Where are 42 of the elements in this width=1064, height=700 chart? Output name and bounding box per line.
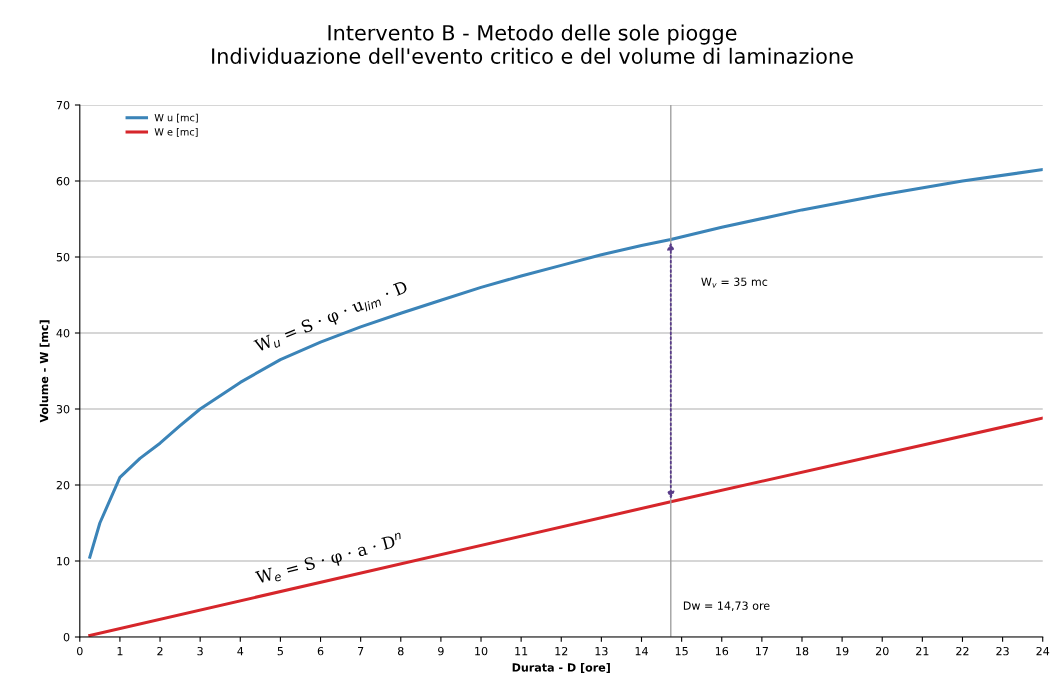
y-tick-label: 60 <box>56 176 70 186</box>
y-tick-label: 30 <box>56 404 70 414</box>
annotation: W$_{v}$ = 35 mc <box>701 277 768 288</box>
legend-label: W u [mc] <box>154 113 198 123</box>
x-tick-label: 10 <box>475 646 488 656</box>
x-tick-label: 21 <box>916 646 929 656</box>
x-tick-label: 8 <box>397 646 404 656</box>
x-tick-label: 12 <box>555 646 568 656</box>
annotation: W$_{e}$ = S · φ · a · D$^{n}$ <box>254 532 405 588</box>
x-tick-label: 4 <box>237 647 244 656</box>
chart-title: Intervento B - Metodo delle sole piogge Individuazione dell'evento critico e del volume di laminazione <box>212 24 853 64</box>
x-tick-label: 20 <box>875 646 889 656</box>
annotation: W$_{u}$ = S · φ · u$_{lim}$ · D <box>253 280 410 356</box>
legend-label: W e [mc] <box>154 128 198 137</box>
y-tick-label: 20 <box>56 480 70 490</box>
x-tick-label: 14 <box>635 647 648 656</box>
x-tick-label: 15 <box>675 647 688 656</box>
x-tick-label: 2 <box>157 646 163 656</box>
x-tick-label: 23 <box>996 646 1009 656</box>
x-tick-label: 3 <box>197 646 203 656</box>
y-axis-title: Volume - W [mc] <box>39 320 50 423</box>
y-tick-label: 10 <box>57 556 70 566</box>
x-tick-label: 0 <box>77 646 83 656</box>
x-tick-label: 7 <box>358 647 364 656</box>
y-tick-label: 50 <box>56 252 70 262</box>
y-tick-label: 40 <box>56 328 70 338</box>
x-tick-label: 22 <box>956 646 969 656</box>
x-axis-title: Durata - D [ore] <box>512 663 610 673</box>
y-tick-label: 0 <box>63 632 70 642</box>
x-tick-label: 18 <box>796 646 809 656</box>
x-tick-label: 6 <box>317 646 324 656</box>
x-tick-label: 13 <box>595 646 608 656</box>
x-tick-label: 24 <box>1036 646 1050 656</box>
x-tick-label: 1 <box>117 647 123 656</box>
x-tick-label: 9 <box>438 646 444 656</box>
y-tick-label: 70 <box>56 100 70 110</box>
x-tick-label: 17 <box>756 647 768 656</box>
x-tick-label: 11 <box>515 647 528 656</box>
x-tick-label: 19 <box>836 646 849 656</box>
ref-line-label: Dw = 14,73 ore <box>683 601 770 611</box>
x-tick-label: 16 <box>715 646 729 656</box>
x-tick-label: 5 <box>277 647 283 656</box>
